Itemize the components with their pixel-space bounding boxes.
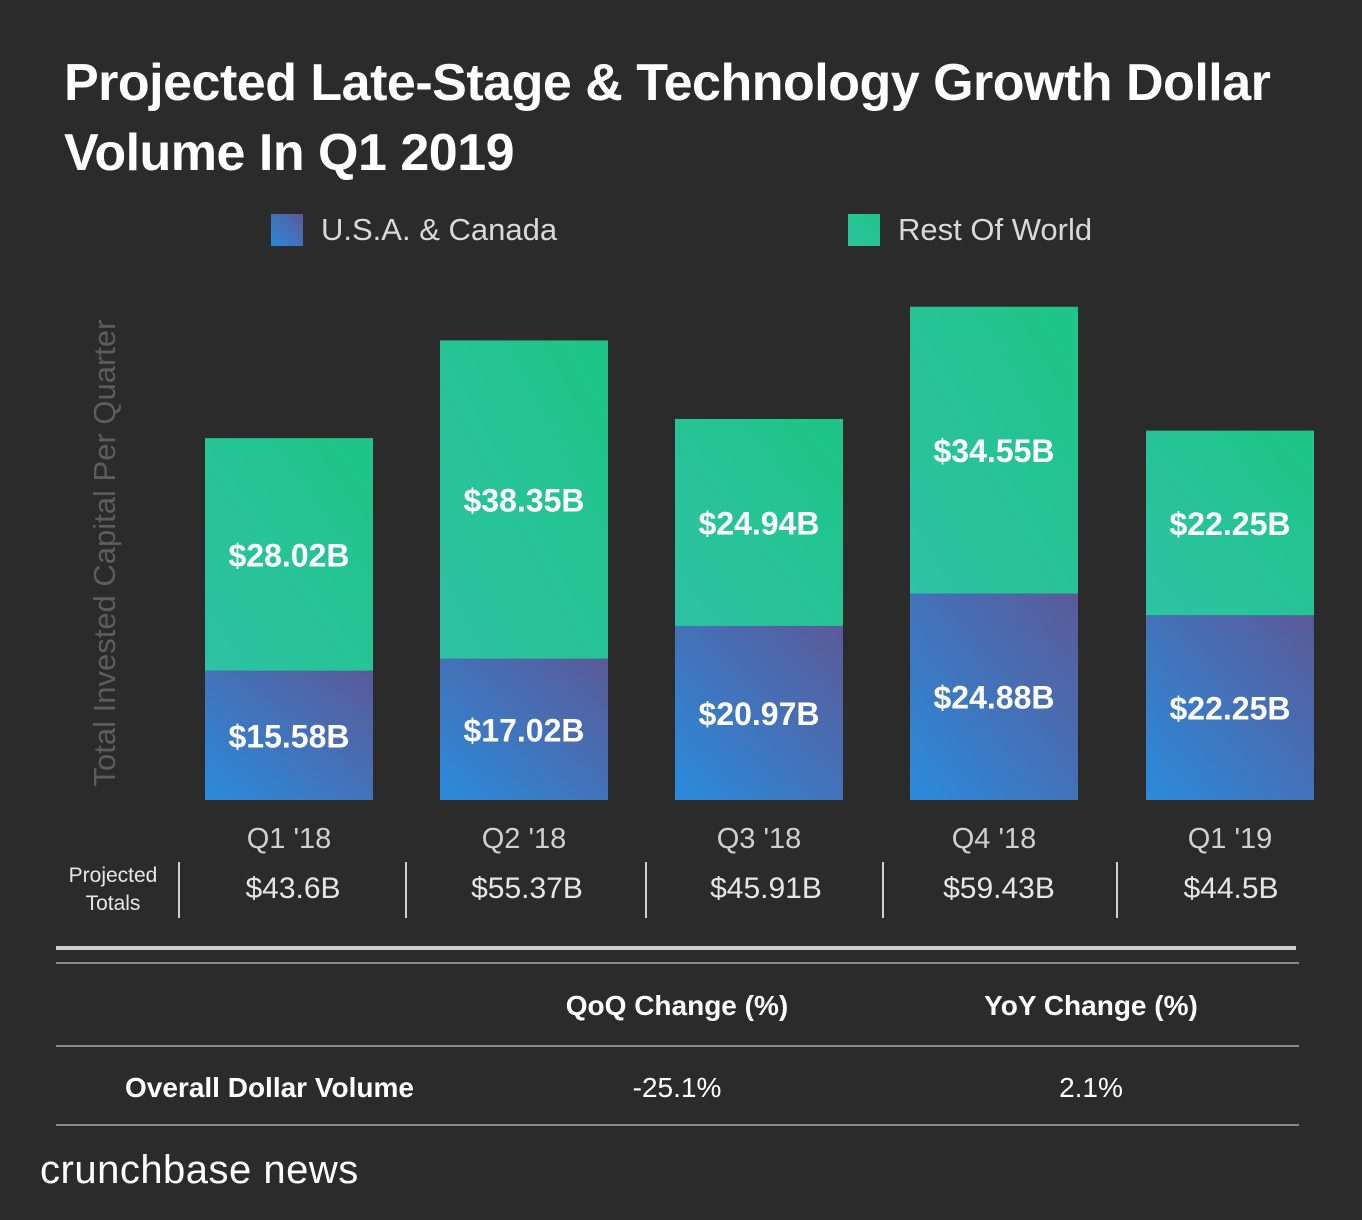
totals-divider [405,862,407,918]
bar-rest-of-world-q3-18 [675,418,843,626]
crunchbase-news-logo: crunchbase news [40,1148,359,1192]
legend-label: U.S.A. & Canada [321,212,558,247]
x-tick-label-q3-18: Q3 '18 [717,823,802,855]
data-label-usa-canada-q3-18: $20.97B [699,696,820,732]
bar-usa-canada-q4-18 [910,593,1078,800]
table-divider [56,1045,1299,1047]
legend-item-rest-of-world: Rest Of World [848,212,1092,248]
data-label-rest-of-world-q3-18: $24.94B [699,505,820,541]
legend-swatch-rest-of-world [848,214,880,246]
totals-divider [1116,862,1118,918]
data-label-usa-canada-q1-19: $22.25B [1170,691,1291,727]
x-tick-label-q4-18: Q4 '18 [952,823,1037,855]
stacked-bar-chart: $15.58B $28.02B Q1 '18 $17.02B $38.35B Q2 '18… [205,306,1314,855]
bar-rest-of-world-q4-18 [910,306,1078,594]
totals-divider [645,862,647,918]
bar-usa-canada-q2-18 [440,658,608,800]
total-q2-18: $55.37B [471,872,583,905]
bar-rest-of-world-q2-18 [440,340,608,659]
x-tick-label-q2-18: Q2 '18 [482,823,567,855]
chart-title: Projected Late-Stage & Technology Growth… [64,54,1271,182]
data-label-usa-canada-q1-18: $15.58B [229,718,350,754]
data-label-usa-canada-q4-18: $24.88B [934,680,1055,716]
x-tick-label-q1-19: Q1 '19 [1188,823,1273,855]
x-tick-label-q1-18: Q1 '18 [247,823,332,855]
total-q3-18: $45.91B [710,872,822,905]
total-q4-18: $59.43B [943,872,1055,905]
data-label-rest-of-world-q1-18: $28.02B [229,537,350,573]
table-divider [56,1124,1299,1126]
bar-usa-canada-q1-18 [205,670,373,800]
projected-totals-label-line1: Projected [68,864,158,887]
overall-dollar-volume-label: Overall Dollar Volume [125,1072,414,1103]
total-q1-18: $43.6B [245,872,341,905]
total-q1-19: $44.5B [1183,872,1279,905]
separator-line [56,946,1296,950]
totals-divider [178,862,180,918]
qoq-change-header: QoQ Change (%) [565,990,789,1021]
bar-usa-canada-q1-19 [1146,615,1314,800]
yoy-change-value: 2.1% [1059,1072,1123,1103]
data-label-rest-of-world-q4-18: $34.55B [934,433,1055,469]
data-label-rest-of-world-q2-18: $38.35B [464,483,585,519]
totals-divider [882,862,884,918]
data-label-usa-canada-q2-18: $17.02B [464,712,585,748]
bar-rest-of-world-q1-18 [205,438,373,671]
separator-line [56,962,1299,964]
bar-usa-canada-q3-18 [675,625,843,800]
legend-swatch-usa-canada [271,214,303,246]
yoy-change-header: YoY Change (%) [984,990,1198,1021]
legend-item-usa-canada: U.S.A. & Canada [271,212,557,248]
projected-totals-label-line2: Totals [85,892,141,915]
bar-rest-of-world-q1-19 [1146,430,1314,616]
legend-label: Rest Of World [898,212,1093,247]
data-label-rest-of-world-q1-19: $22.25B [1170,506,1291,542]
qoq-change-value: -25.1% [632,1072,722,1103]
projected-totals-label: Projected Totals [58,862,168,918]
